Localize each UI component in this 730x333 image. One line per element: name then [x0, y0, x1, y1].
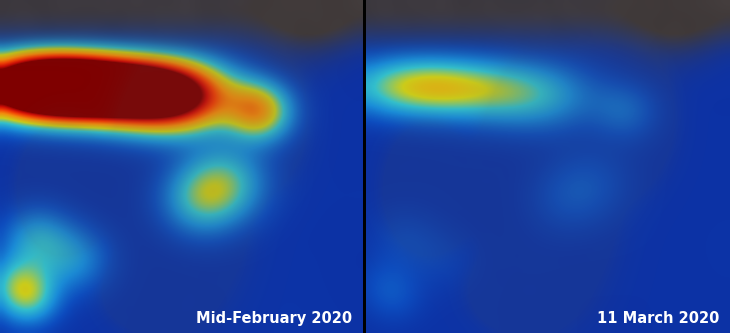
Text: 11 March 2020: 11 March 2020	[596, 310, 719, 326]
Text: Mid-February 2020: Mid-February 2020	[196, 310, 352, 326]
